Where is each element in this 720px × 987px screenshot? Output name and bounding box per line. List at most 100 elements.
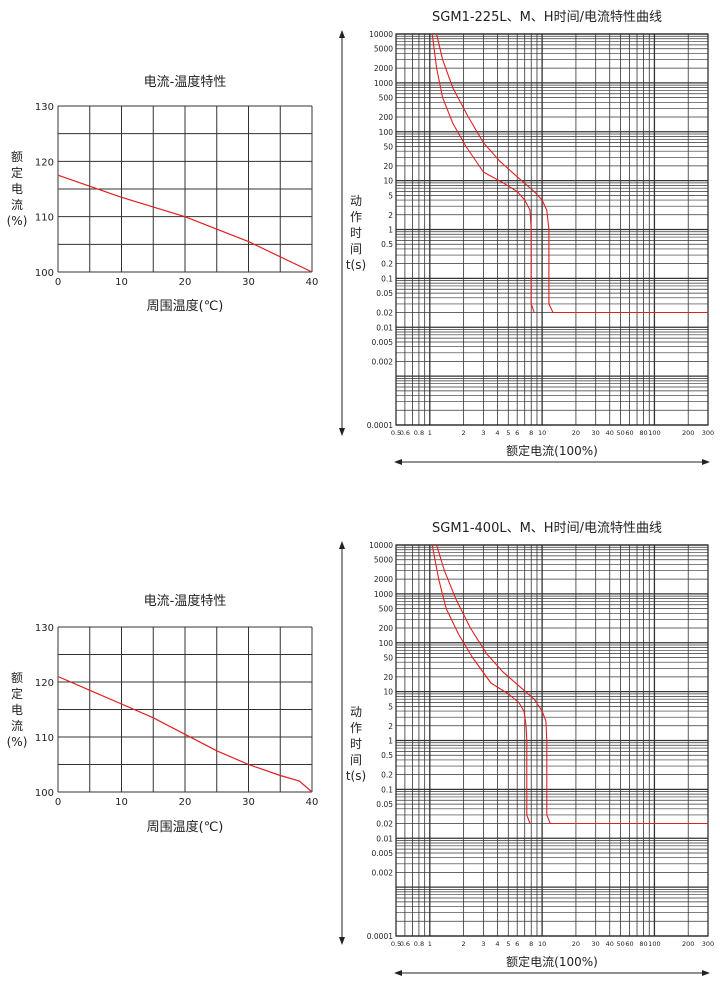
tc-chart-y-arrow-head-bottom [339, 937, 345, 945]
y-tick-label: 2000 [374, 575, 393, 584]
y-tick-label: 50 [383, 142, 393, 151]
series-line [57, 675, 313, 793]
y-tick-label: 200 [379, 113, 394, 122]
x-tick-label: 6 [515, 429, 519, 437]
y-tick-label: 10000 [369, 541, 393, 550]
temp-chart-plot: 0 10 20 30 40 100 110 120 130 [35, 623, 318, 808]
y-tick-label: 0.5 [381, 240, 393, 249]
x-tick-label: 40 [306, 277, 319, 288]
x-tick-label: 4 [495, 429, 499, 437]
y-tick-label: 0.02 [376, 309, 393, 318]
tc-chart-ylabel-char: 动 [350, 194, 362, 208]
x-tick-label: 8 [529, 429, 533, 437]
tc-chart-title: SGM1-400L、M、H时间/电流特性曲线 [432, 521, 662, 536]
y-tick-label: 1 [388, 226, 393, 235]
x-tick-label: 10 [538, 940, 546, 948]
x-tick-label: 300 [702, 429, 714, 437]
x-tick-label: 1 [428, 940, 432, 948]
tc-chart-ylabel-unit: t(s) [346, 258, 366, 272]
x-tick-label: 60 [625, 940, 633, 948]
y-tick-label: 500 [379, 94, 394, 103]
x-tick-label: 3 [481, 429, 485, 437]
y-tick-label: 0.002 [372, 868, 394, 877]
x-tick-label: 30 [592, 940, 600, 948]
temp-chart-ylabel-char: 额 [11, 150, 23, 164]
y-tick-label: 5 [388, 702, 393, 711]
y-tick-label: 0.0001 [367, 421, 393, 430]
y-tick-label: 10000 [369, 30, 393, 39]
y-tick-label: 5000 [374, 556, 393, 565]
x-tick-label: 10 [115, 277, 128, 288]
x-tick-label: 0.6 [400, 940, 410, 948]
y-tick-label: 100 [35, 268, 54, 279]
tc-chart-ylabel-char: 时 [350, 737, 362, 751]
tc-chart-xlabel: 额定电流(100%) [506, 954, 598, 969]
x-tick-label: 20 [179, 277, 192, 288]
x-tick-label: 6 [515, 940, 519, 948]
tc-chart-plot: 0.50.6 0.8 1 2 3 4 5 6 8 10 20 30 40 50 60 80 100 200 3001… [367, 541, 714, 948]
tc-chart-ylabel-char: 作 [350, 210, 362, 224]
plot-frame [395, 544, 709, 937]
x-tick-label: 0.8 [414, 940, 424, 948]
y-tick-label: 0.005 [372, 849, 394, 858]
tc-chart-y-arrow-head-bottom [339, 428, 345, 436]
x-tick-label: 5 [506, 429, 510, 437]
y-tick-label: 100 [379, 639, 394, 648]
temp-chart-xlabel: 周围温度(℃) [147, 819, 224, 835]
temp-chart-title: 电流-温度特性 [144, 593, 227, 609]
x-tick-label: 10 [115, 797, 128, 808]
series-line [57, 174, 313, 273]
y-tick-label: 0.5 [381, 751, 393, 760]
y-tick-label: 200 [379, 624, 394, 633]
tc-chart-plot: 0.50.6 0.8 1 2 3 4 5 6 8 10 20 30 40 50 60 80 100 200 3001… [367, 30, 714, 437]
x-tick-label: 80 [639, 429, 647, 437]
tc-chart-ylabel-char: 间 [350, 753, 362, 767]
y-tick-label: 5 [388, 191, 393, 200]
tc-chart-y-arrow-head-top [339, 30, 345, 38]
temp-chart-ylabel-char: 定 [11, 165, 23, 180]
x-tick-label: 30 [242, 797, 255, 808]
x-tick-label: 40 [606, 940, 614, 948]
x-tick-label: 100 [648, 940, 660, 948]
x-tick-label: 20 [572, 940, 580, 948]
x-tick-label: 30 [592, 429, 600, 437]
x-tick-label: 0 [55, 797, 61, 808]
tc-chart-title: SGM1-225L、M、H时间/电流特性曲线 [432, 10, 662, 25]
y-tick-label: 10 [383, 177, 393, 186]
x-tick-label: 100 [648, 429, 660, 437]
x-tick-label: 40 [306, 797, 319, 808]
y-tick-label: 0.002 [372, 357, 394, 366]
x-tick-label: 10 [538, 429, 546, 437]
tc-chart-y-arrow-head-top [339, 541, 345, 549]
x-tick-label: 60 [625, 429, 633, 437]
y-tick-label: 1000 [374, 79, 393, 88]
temp-chart-ylabel-char: 流 [11, 719, 23, 733]
x-tick-label: 4 [495, 940, 499, 948]
y-tick-label: 100 [35, 788, 54, 799]
y-tick-label: 0.0001 [367, 932, 393, 941]
y-tick-label: 0.05 [376, 800, 393, 809]
y-tick-label: 0.2 [381, 771, 393, 780]
tc-chart-ylabel-unit: t(s) [346, 769, 366, 783]
y-tick-label: 500 [379, 605, 394, 614]
x-tick-label: 50 [616, 940, 624, 948]
x-tick-label: 8 [529, 940, 533, 948]
y-tick-label: 130 [35, 623, 54, 634]
series-line [436, 544, 708, 825]
x-tick-label: 40 [606, 429, 614, 437]
x-tick-label: 0.5 [391, 429, 401, 437]
tc-chart-ylabel-char: 作 [350, 721, 362, 735]
x-tick-label: 20 [572, 429, 580, 437]
tc-chart-xlabel: 额定电流(100%) [506, 443, 598, 458]
plot-frame [395, 33, 709, 426]
x-tick-label: 2 [462, 940, 466, 948]
tc-chart-x-arrow-head-left [394, 970, 402, 976]
x-tick-label: 0.8 [414, 429, 424, 437]
y-tick-label: 2 [388, 211, 393, 220]
x-tick-label: 200 [682, 940, 694, 948]
temp-chart-ylabel-char: 电 [11, 703, 23, 717]
x-tick-label: 0 [55, 277, 61, 288]
temp-chart-ylabel-unit: (%) [7, 214, 28, 228]
tc-chart-ylabel-char: 动 [350, 705, 362, 719]
temp-chart-ylabel-unit: (%) [7, 735, 28, 749]
